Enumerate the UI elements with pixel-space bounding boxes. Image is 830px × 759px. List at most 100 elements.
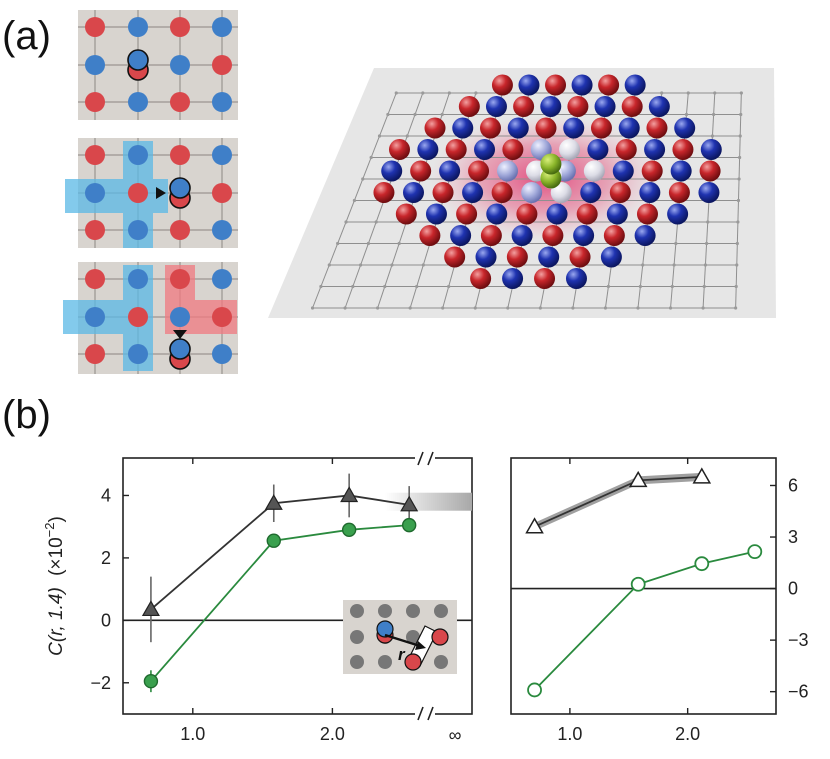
red-atom <box>432 182 454 203</box>
blue-atom <box>502 268 524 289</box>
y-tick-label: 0 <box>788 579 798 599</box>
lattice-node <box>397 241 401 246</box>
blue-atom <box>212 344 232 364</box>
inset-pair-atom <box>404 653 422 671</box>
panel-a-label: (a) <box>2 14 51 58</box>
inset-diagram: r <box>343 600 457 674</box>
lattice-node <box>447 91 451 95</box>
blue-atom <box>674 117 696 139</box>
blue-atom <box>474 139 496 160</box>
x-break-label: ∞ <box>449 725 462 745</box>
blue-atom <box>507 117 529 139</box>
red-atom <box>468 160 490 182</box>
blue-atom <box>212 92 232 112</box>
red-atom <box>590 117 612 139</box>
schematic-tile-1 <box>78 10 238 120</box>
circle-data-point <box>266 533 281 548</box>
triangle-theory-point <box>692 467 712 484</box>
lattice-node <box>421 263 425 267</box>
central-atom <box>521 182 543 203</box>
blue-atom <box>462 182 484 203</box>
red-atom <box>212 307 232 327</box>
blue-atom <box>475 246 497 268</box>
lattice-node <box>336 241 340 246</box>
triangle-theory-point <box>628 470 648 488</box>
lattice-node <box>447 284 451 289</box>
y-tick-label: 4 <box>101 485 111 505</box>
x-tick-label: 1.0 <box>180 724 205 744</box>
central-atom <box>496 160 518 182</box>
lattice-node <box>606 284 611 289</box>
red-atom <box>668 182 690 203</box>
inset-site <box>350 604 364 618</box>
blue-atom <box>571 74 593 96</box>
y-tick-label: 2 <box>101 548 111 568</box>
lattice-node <box>369 155 373 160</box>
lattice-node <box>668 306 673 310</box>
circle-data-point <box>341 522 357 538</box>
x-tick-label: 2.0 <box>675 724 700 744</box>
blue-atom <box>580 182 602 203</box>
lattice-node <box>310 306 315 310</box>
triangle-theory-band <box>534 472 702 531</box>
y-axis-label-main: C(r, 1.4) <box>46 587 67 656</box>
panel-b-label: (b) <box>2 393 51 437</box>
lattice-node <box>739 112 743 117</box>
red-atom <box>388 139 410 160</box>
central-atom <box>559 139 581 160</box>
lattice-node <box>415 284 419 289</box>
red-atom <box>170 92 190 112</box>
lattice-node <box>361 177 365 181</box>
lattice-node <box>571 306 575 310</box>
lattice-node <box>377 134 382 138</box>
red-atom <box>646 117 668 139</box>
lattice-node <box>736 198 741 203</box>
lattice-node <box>735 263 739 267</box>
red-atom <box>615 139 637 160</box>
x-tick-label: 1.0 <box>557 724 582 744</box>
chart-left-frame <box>122 457 473 715</box>
x-tick-label: 2.0 <box>320 724 345 744</box>
lattice-node <box>413 112 417 117</box>
y-axis-label-exponent: −2 <box>42 523 57 538</box>
y-axis-label-close: ) <box>46 516 67 522</box>
red-atom <box>456 203 478 225</box>
blue-atom <box>85 307 105 327</box>
axis-break-gap-top <box>415 452 435 462</box>
blue-atom <box>573 225 595 246</box>
lattice-node <box>343 306 347 310</box>
triangle-theory-point <box>525 517 544 534</box>
blue-atom <box>128 17 148 37</box>
red-atom <box>85 344 105 364</box>
lattice-node <box>638 284 642 289</box>
chart-right-frame <box>510 457 777 715</box>
lattice-node <box>704 241 709 246</box>
lattice-node <box>440 112 444 117</box>
inset-site <box>350 655 364 669</box>
circle-theory-point <box>630 576 646 592</box>
red-atom <box>410 160 432 182</box>
inset-r-arrow <box>384 633 421 648</box>
blue-atom <box>402 182 424 203</box>
chart-right: 1.0 2.0 6 3 0 −3 −6 <box>510 457 809 744</box>
red-atom <box>598 74 620 96</box>
y-tick-label: −6 <box>788 682 809 702</box>
red-atom <box>542 225 564 246</box>
y-tick-label: −2 <box>90 673 111 693</box>
red-atom <box>212 55 232 75</box>
red-atom <box>491 74 513 96</box>
lattice-node <box>319 284 323 289</box>
lattice-node <box>473 306 477 310</box>
lattice-node <box>352 198 356 203</box>
red-atom <box>576 203 598 225</box>
infinity-band <box>385 492 472 511</box>
schematic-tile-3 <box>63 262 238 374</box>
blue-atom <box>667 203 689 225</box>
circle-data-point <box>401 517 417 533</box>
doublon-upper-atom <box>127 49 149 71</box>
circle-data-point <box>143 674 159 689</box>
blue-atom <box>587 139 609 160</box>
red-atom <box>513 96 535 117</box>
blue-atom <box>612 160 634 182</box>
